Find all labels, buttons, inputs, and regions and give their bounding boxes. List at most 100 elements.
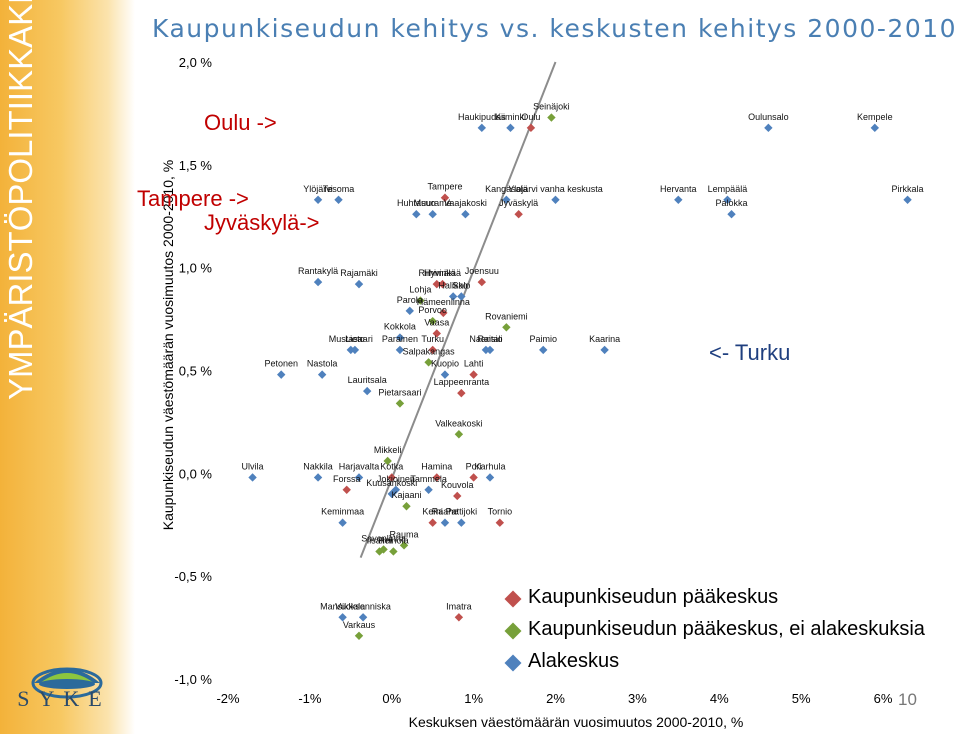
point-label: Kuusankoski xyxy=(366,478,417,488)
point-label: Nakkila xyxy=(303,461,333,471)
point-label: Rantakylä xyxy=(298,266,338,276)
annotation-oulu: Oulu -> xyxy=(204,110,277,135)
point-label: Hamina xyxy=(421,461,452,471)
point-label: Vuoksenniska xyxy=(335,601,391,611)
point-label: Kouvola xyxy=(441,480,474,490)
axis-layer: -1,0 % -0,5 % 0,0 % 0,5 % 1,0 % 1,5 % 2,0 % -2%… xyxy=(160,55,893,730)
x-axis-label: Keskuksen väestömäärän vuosimuutos 2000-… xyxy=(409,714,744,730)
point-label: Lohja xyxy=(409,285,431,295)
point-label: Kuopio xyxy=(431,359,459,369)
point-label: Raisio xyxy=(477,334,502,344)
data-point xyxy=(495,518,505,527)
point-label: Heinola xyxy=(378,535,409,545)
data-point xyxy=(362,386,372,396)
data-point xyxy=(428,316,437,326)
point-label: Rajamäki xyxy=(340,268,378,278)
data-point xyxy=(395,333,405,342)
syke-logo-icon xyxy=(31,667,103,699)
page-title: Kaupunkiseudun kehitys vs. keskusten keh… xyxy=(152,14,958,43)
point-label: Kemi xyxy=(422,507,443,517)
point-label: Savonlinna xyxy=(361,533,406,543)
data-point xyxy=(674,195,683,204)
data-point xyxy=(338,613,347,622)
data-point xyxy=(354,473,364,482)
data-point xyxy=(277,370,286,379)
data-point xyxy=(402,502,411,511)
data-point xyxy=(453,491,462,501)
point-label: Rauma xyxy=(390,529,419,539)
data-point xyxy=(526,123,536,133)
x-tick-label: -2% xyxy=(216,691,240,706)
point-label: Muurame xyxy=(414,198,452,208)
data-point xyxy=(424,485,433,494)
point-label: Iisalmi xyxy=(367,535,393,545)
point-label: Halikko xyxy=(438,280,468,290)
data-point xyxy=(387,489,396,499)
annotation-jyvaskyla: Jyväskylä-> xyxy=(204,210,320,235)
y-tick-label: 1,5 % xyxy=(179,158,213,173)
data-point xyxy=(379,545,388,554)
point-label: Kempele xyxy=(857,112,893,122)
point-label: Lieto xyxy=(345,334,365,344)
data-point xyxy=(502,195,511,204)
point-label: Kaarina xyxy=(589,334,620,344)
sidebar-band: YMPÄRISTÖPOLITIIKKAKESKUS SYKE xyxy=(0,0,135,734)
data-point xyxy=(375,547,384,556)
data-point xyxy=(389,547,398,556)
point-label: Oulunsalo xyxy=(748,112,789,122)
x-tick-label: 4% xyxy=(710,691,729,706)
point-label: Huhtasuo xyxy=(397,198,436,208)
point-label: Vaasa xyxy=(424,317,449,327)
data-point xyxy=(723,195,732,204)
point-label: Pirkkala xyxy=(892,184,924,194)
point-label: Kajaani xyxy=(391,490,421,500)
data-point xyxy=(440,518,450,527)
point-label: Ylöjärvi xyxy=(303,184,333,194)
y-tick-label: -1,0 % xyxy=(174,672,212,687)
x-tick-label: 2% xyxy=(546,691,565,706)
point-label: Karhula xyxy=(474,461,505,471)
point-label: Ulvila xyxy=(242,461,264,471)
data-point xyxy=(342,485,351,494)
point-label: Tammela xyxy=(410,474,447,484)
point-label: Lempäälä xyxy=(708,184,748,194)
data-point xyxy=(870,123,880,133)
data-point xyxy=(440,193,450,202)
x-tick-label: 3% xyxy=(628,691,647,706)
data-point xyxy=(547,113,556,122)
point-label: Ylojärvi vanha keskusta xyxy=(508,184,603,194)
data-point xyxy=(448,292,458,301)
syke-logo-text: SYKE xyxy=(17,686,111,711)
data-point xyxy=(428,518,437,527)
data-point xyxy=(764,123,773,133)
legend-label: Kaupunkiseudun pääkeskus xyxy=(528,586,779,608)
data-point xyxy=(903,195,912,204)
data-point xyxy=(354,279,364,289)
point-label: Hämeenlinna xyxy=(417,297,470,307)
point-label: Joensuu xyxy=(465,266,499,276)
point-label: Hervanta xyxy=(660,184,697,194)
point-label: Harjavalta xyxy=(339,461,380,471)
point-label: Tampere xyxy=(427,182,462,192)
data-point xyxy=(428,209,437,219)
point-label: Salpakangas xyxy=(403,346,456,356)
data-point xyxy=(440,370,450,379)
data-point xyxy=(317,370,327,379)
data-point xyxy=(485,473,495,482)
y-tick-label: -0,5 % xyxy=(174,569,212,584)
point-label: Keminmaa xyxy=(321,507,364,517)
data-point xyxy=(477,123,487,133)
point-label: Lappeenranta xyxy=(434,377,490,387)
x-tick-label: 0% xyxy=(382,691,401,706)
y-tick-label: 0,0 % xyxy=(179,466,213,481)
point-label: Pietarsaari xyxy=(378,387,421,397)
point-label: Imatra xyxy=(446,601,472,611)
data-point xyxy=(395,399,405,408)
data-point xyxy=(457,292,466,301)
data-point xyxy=(485,345,495,355)
point-label: Vaajakoski xyxy=(444,198,487,208)
data-point xyxy=(338,518,347,527)
x-tick-label: 6% xyxy=(874,691,893,706)
